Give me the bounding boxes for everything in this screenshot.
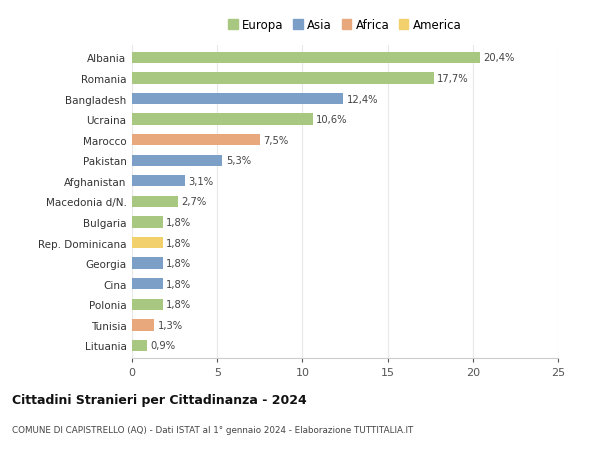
Bar — [132, 299, 163, 310]
Text: 1,8%: 1,8% — [166, 218, 191, 228]
Bar — [132, 237, 163, 249]
Text: 1,8%: 1,8% — [166, 279, 191, 289]
Bar — [132, 73, 434, 84]
Bar — [132, 94, 343, 105]
Text: 12,4%: 12,4% — [347, 94, 378, 104]
Text: 1,8%: 1,8% — [166, 258, 191, 269]
Bar — [132, 217, 163, 228]
Bar — [132, 134, 260, 146]
Bar — [132, 176, 185, 187]
Text: 7,5%: 7,5% — [263, 135, 289, 146]
Text: 20,4%: 20,4% — [483, 53, 514, 63]
Bar — [132, 279, 163, 290]
Bar — [132, 53, 479, 64]
Text: 1,8%: 1,8% — [166, 300, 191, 310]
Bar — [132, 196, 178, 207]
Bar — [132, 258, 163, 269]
Text: 10,6%: 10,6% — [316, 115, 347, 125]
Bar — [132, 340, 148, 351]
Text: 3,1%: 3,1% — [188, 176, 214, 186]
Text: COMUNE DI CAPISTRELLO (AQ) - Dati ISTAT al 1° gennaio 2024 - Elaborazione TUTTIT: COMUNE DI CAPISTRELLO (AQ) - Dati ISTAT … — [12, 425, 413, 434]
Text: 2,7%: 2,7% — [181, 197, 206, 207]
Text: 0,9%: 0,9% — [151, 341, 176, 351]
Legend: Europa, Asia, Africa, America: Europa, Asia, Africa, America — [223, 14, 467, 37]
Bar — [132, 114, 313, 125]
Text: 1,8%: 1,8% — [166, 238, 191, 248]
Bar — [132, 319, 154, 331]
Text: Cittadini Stranieri per Cittadinanza - 2024: Cittadini Stranieri per Cittadinanza - 2… — [12, 393, 307, 406]
Text: 1,3%: 1,3% — [158, 320, 182, 330]
Text: 5,3%: 5,3% — [226, 156, 251, 166]
Bar — [132, 155, 223, 167]
Text: 17,7%: 17,7% — [437, 74, 469, 84]
